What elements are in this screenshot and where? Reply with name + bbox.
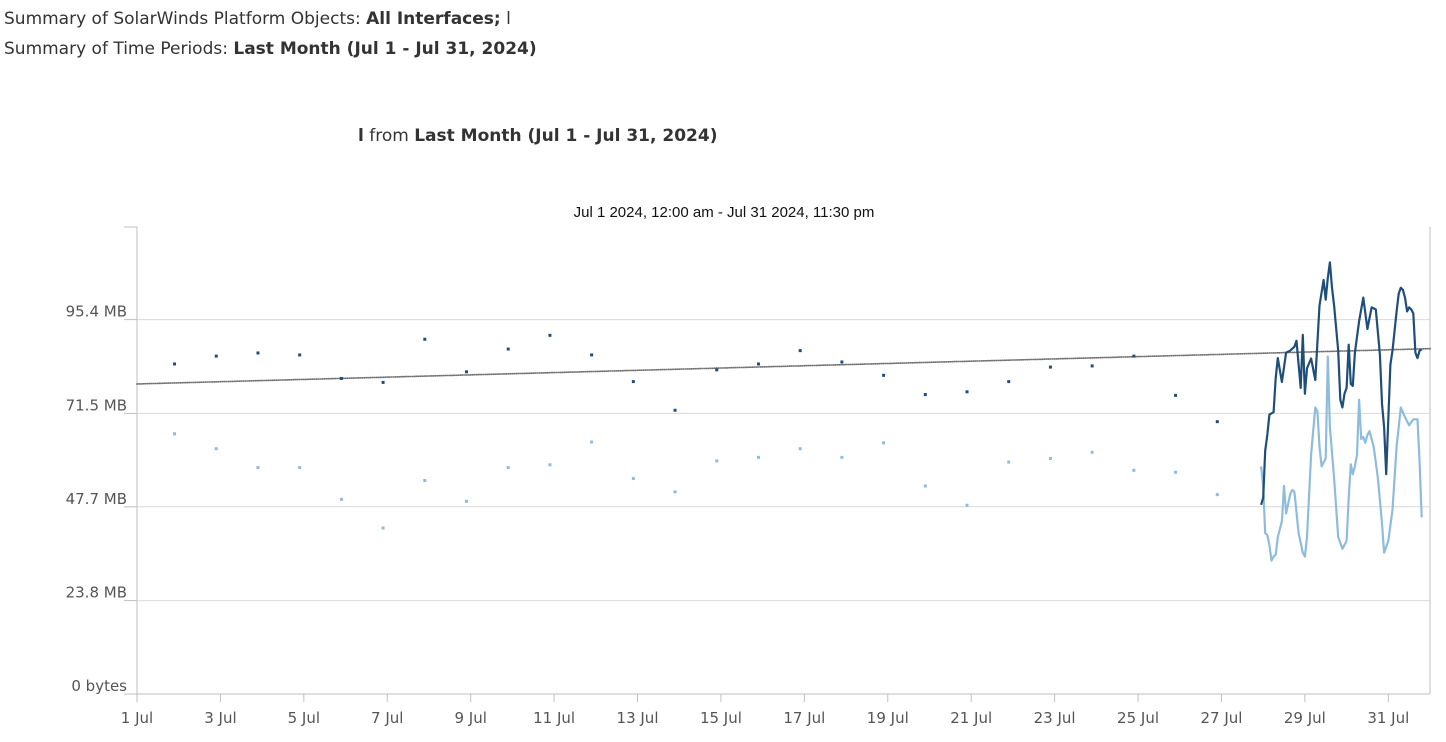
transmit-point [1215,493,1219,497]
y-tick-label: 0 bytes [71,677,127,695]
x-tick-label: 11 Jul [533,709,575,727]
total-point [214,354,218,358]
transmit-point [798,447,802,451]
trend-series [136,347,1431,385]
x-tick-label: 9 Jul [454,709,486,727]
x-axis: 1 Jul 3 Jul 5 Jul 7 Jul 9 Jul 11 Jul 13 Jul 15 … [121,694,1409,727]
total-point [381,380,385,384]
chart-title: Jul 1 2024, 12:00 am - Jul 31 2024, 11:3… [574,204,875,221]
transmit-point [1007,460,1011,464]
total-point [339,376,343,380]
transmit-point [1090,450,1094,454]
transmit-point [840,455,844,459]
y-tick-label: 71.5 MB [66,396,127,414]
objects-summary: Summary of SolarWinds Platform Objects: … [4,9,511,29]
x-tick-label: 29 Jul [1284,709,1326,727]
x-tick-label: 19 Jul [867,709,909,727]
total-point [465,370,469,374]
periods-summary: Summary of Time Periods: Last Month (Jul… [4,39,537,59]
y-tick-label: 95.4 MB [66,303,127,321]
x-tick-label: 17 Jul [783,709,825,727]
total-point [1215,420,1219,424]
total-point [1132,354,1136,358]
total-point [631,380,635,384]
transmit-point [673,490,677,494]
y-tick-label: 47.7 MB [66,490,127,508]
subtitle-object: l [358,126,364,146]
transmit-point [882,441,886,445]
total-point [715,368,719,372]
x-tick-label: 5 Jul [288,709,320,727]
x-tick-label: 31 Jul [1367,709,1409,727]
transmit-point [1132,468,1136,472]
transmit-line [1260,355,1423,562]
total-point [923,393,927,397]
objects-summary-label: Summary of SolarWinds Platform Objects: [4,9,361,29]
total-point [590,353,594,357]
x-tick-label: 15 Jul [700,709,742,727]
chart-subtitle: l from Last Month (Jul 1 - Jul 31, 2024) [358,126,717,146]
total-point [1048,365,1052,369]
transmit-point [256,466,260,470]
chart-grid [124,226,1431,695]
total-line [1260,261,1423,506]
transmit-point [339,497,343,501]
transmit-point [631,477,635,481]
transmit-point [506,466,510,470]
total-point [423,337,427,341]
total-point [840,360,844,364]
transmit-point [756,455,760,459]
transmit-point [423,479,427,483]
y-tick-label: 23.8 MB [66,584,127,602]
total-point [1007,380,1011,384]
objects-summary-value: All Interfaces; [366,9,501,29]
total-point [756,362,760,366]
y-axis: 0 bytes 23.8 MB 47.7 MB 71.5 MB 95.4 MB [66,303,137,695]
total-point [673,408,677,412]
x-tick-label: 1 Jul [121,709,153,727]
transmit-point [715,459,719,463]
trend-line [136,348,1431,385]
subtitle-from: from [369,126,409,146]
total-point [965,390,969,394]
total-point [506,347,510,351]
periods-summary-label: Summary of Time Periods: [4,39,228,59]
x-tick-label: 25 Jul [1117,709,1159,727]
transmit-point [965,503,969,507]
x-tick-label: 13 Jul [617,709,659,727]
total-point [298,353,302,357]
total-point [173,362,177,366]
x-tick-label: 21 Jul [950,709,992,727]
transmit-point [1048,457,1052,461]
total-series [173,261,1423,506]
transmit-point [923,484,927,488]
x-tick-label: 7 Jul [371,709,403,727]
transmit-point [590,440,594,444]
objects-summary-extra: l [506,9,511,29]
total-point [256,351,260,355]
x-tick-label: 23 Jul [1034,709,1076,727]
transmit-point [214,447,218,451]
subtitle-period: Last Month (Jul 1 - Jul 31, 2024) [414,126,718,146]
x-tick-label: 27 Jul [1200,709,1242,727]
total-point [882,373,886,377]
transmit-point [465,499,469,503]
total-point [798,349,802,353]
transmit-point [173,432,177,436]
transmit-point [298,466,302,470]
transmit-point [548,463,552,467]
total-point [1174,393,1178,397]
x-tick-label: 3 Jul [204,709,236,727]
total-point [1090,364,1094,368]
transmit-series [173,355,1423,562]
transmit-point [381,526,385,530]
periods-summary-value: Last Month (Jul 1 - Jul 31, 2024) [233,39,537,59]
transmit-point [1174,470,1178,474]
total-point [548,333,552,337]
